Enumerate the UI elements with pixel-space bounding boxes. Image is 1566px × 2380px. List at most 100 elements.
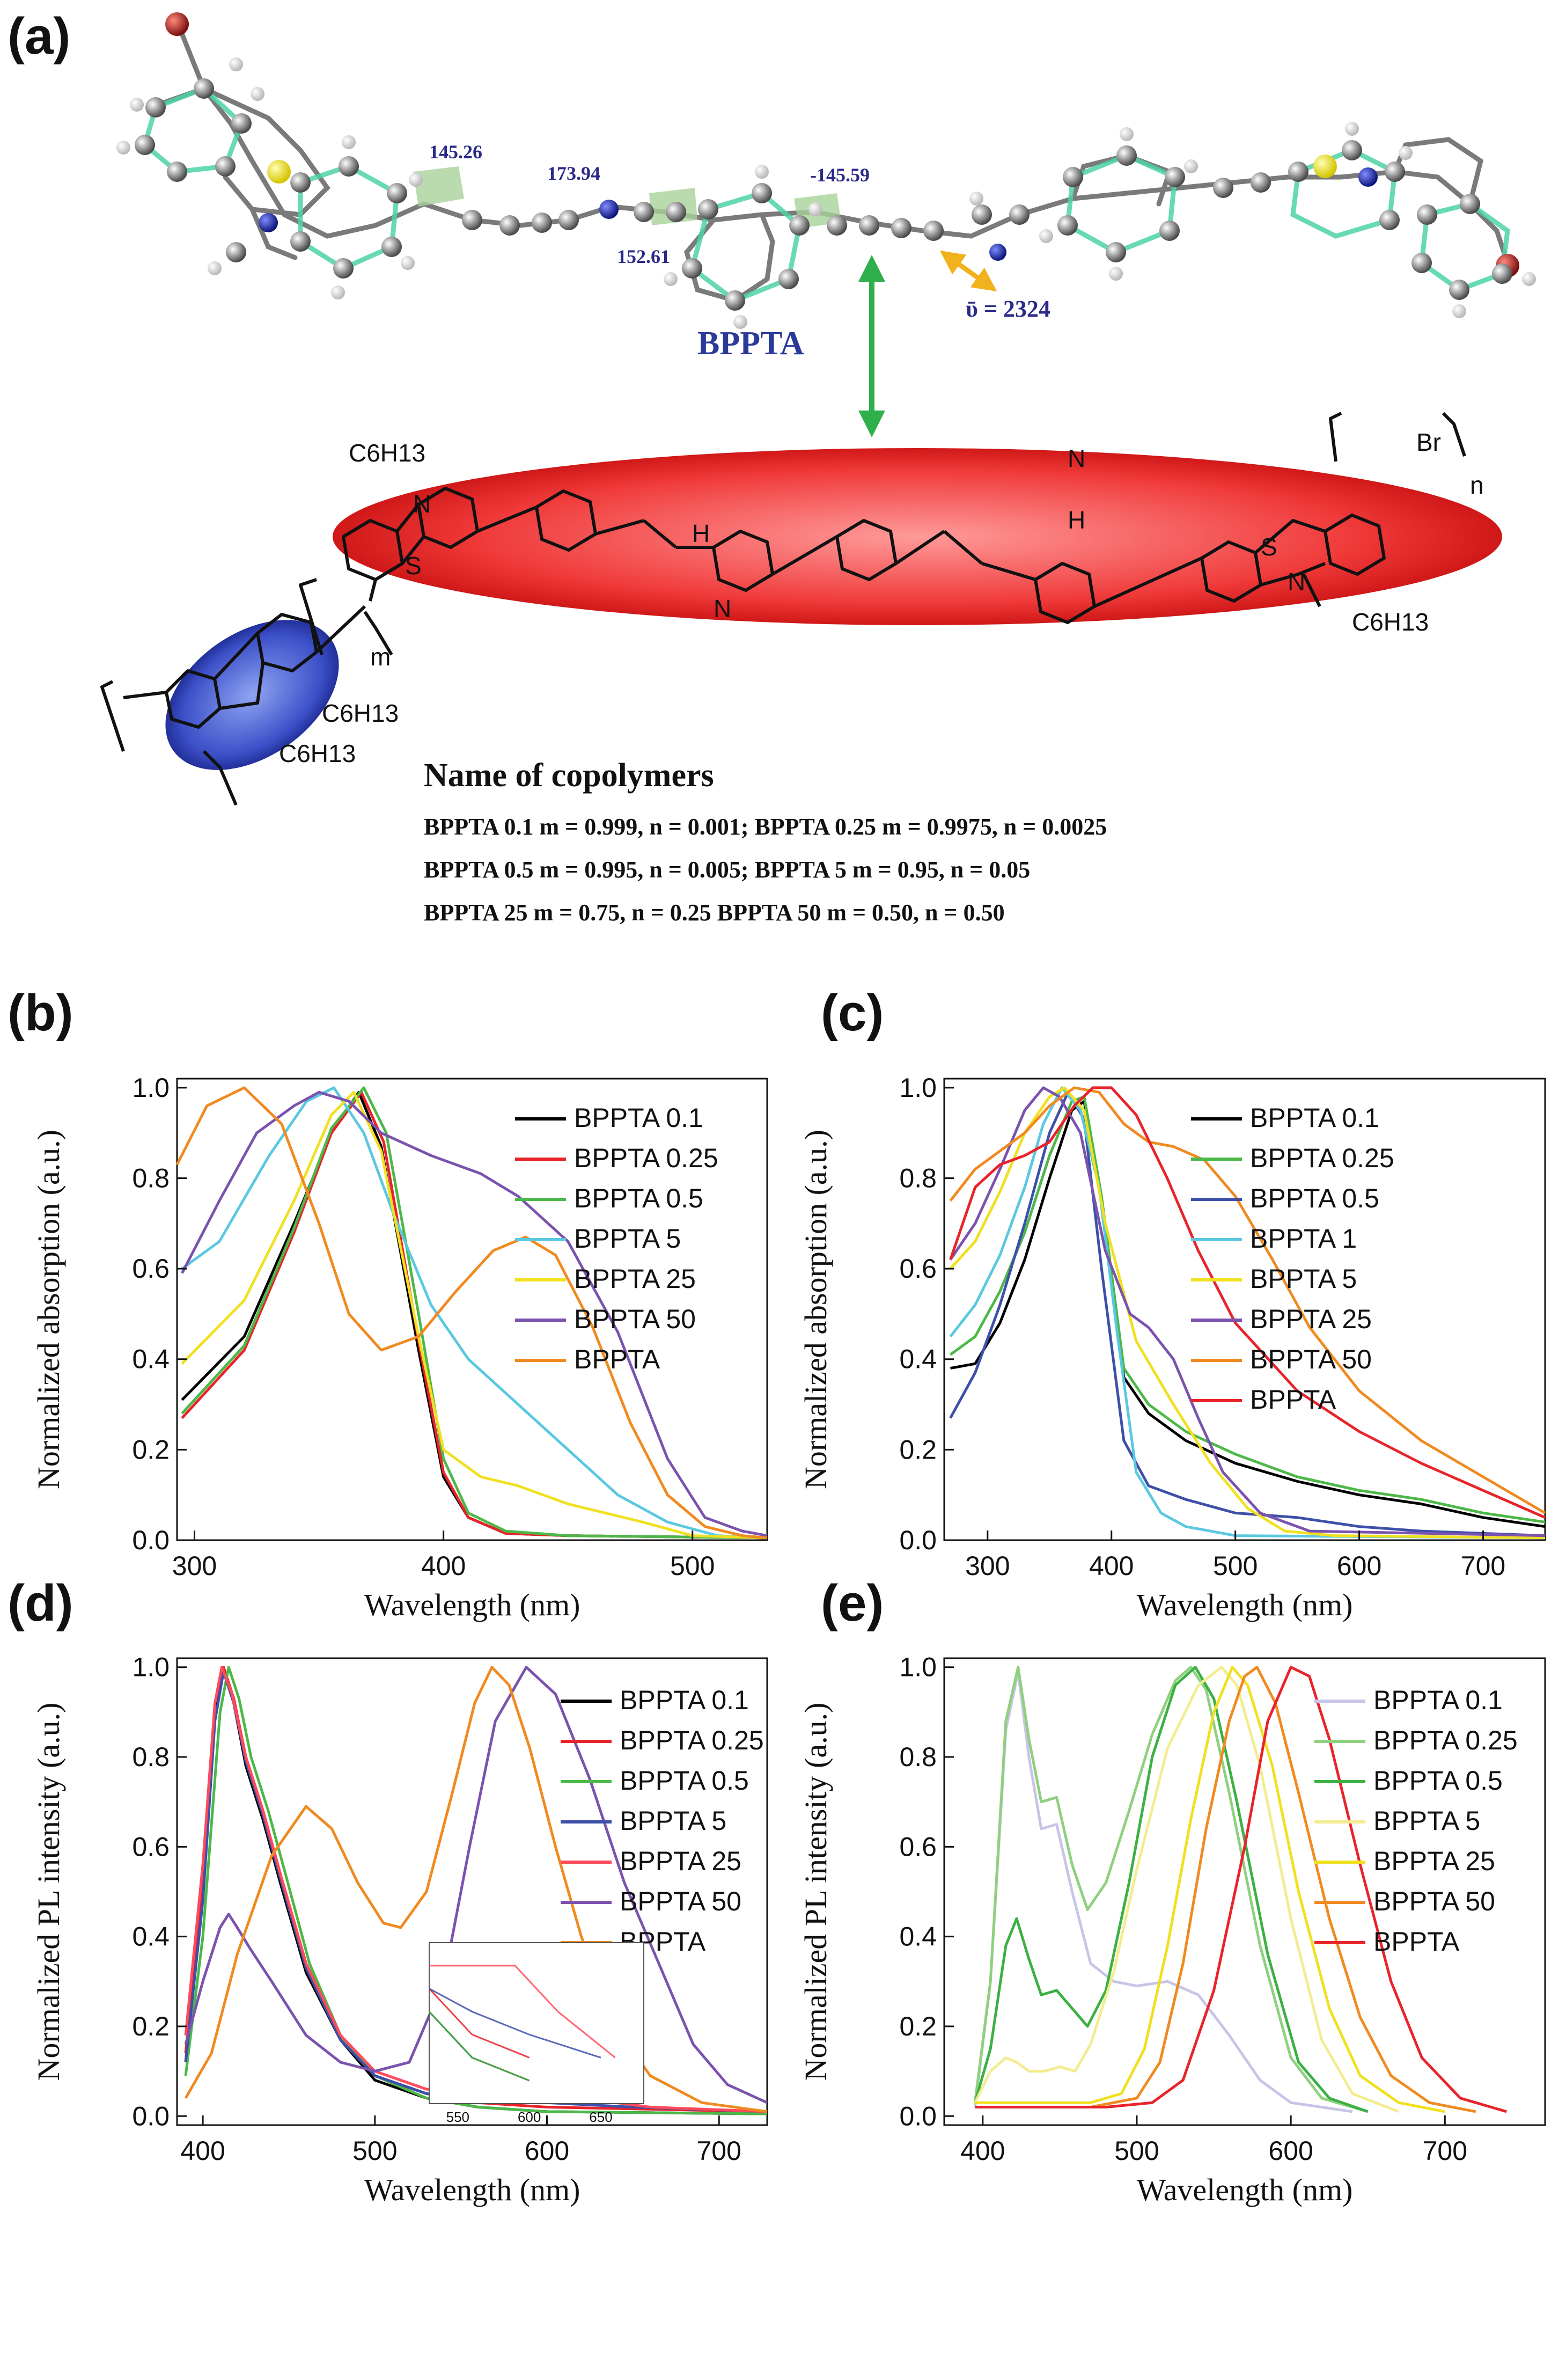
y-axis-label: Normalized absorption (a.u.) [31,1130,66,1489]
legend-label: BPPTA 5 [620,1806,726,1836]
legend-label: BPPTA 0.5 [1250,1183,1379,1213]
inset-series-line [428,2011,530,2082]
legend-label: BPPTA 25 [1250,1304,1372,1334]
legend-label: BPPTA 0.25 [1373,1725,1518,1755]
y-tick-label: 1.0 [132,1073,170,1103]
nitrogen-atom: N [413,490,431,518]
copolymer-title: Name of copolymers [424,757,714,794]
y-tick-label: 0.6 [899,1832,937,1862]
series-line-bppta-25 [181,1090,768,1540]
x-tick-label: 600 [1268,2136,1313,2166]
series-line-bppta-1 [949,1086,1546,1540]
legend-label: BPPTA 25 [574,1264,696,1294]
y-tick-label: 0.0 [132,2101,170,2131]
x-tick-label: 500 [352,2136,397,2166]
copolymer-line: BPPTA 0.5 m = 0.995, n = 0.005; BPPTA 5 … [424,856,1030,883]
hexyl-group: C6H13 [279,739,356,767]
y-tick-label: 0.2 [899,2011,937,2041]
chart-panels: 300 400 500 0.0 0.2 0.4 0.6 0.8 1.0 Wavelength (n… [31,1073,1546,2207]
series-line-bppta-25 [949,1086,1546,1537]
legend-label: BPPTA 0.1 [1250,1103,1379,1133]
y-axis-label: Normalized absorption (a.u.) [798,1130,833,1489]
legend-label: BPPTA 50 [1250,1344,1372,1374]
x-tick-label: 300 [172,1551,217,1581]
legend-label: BPPTA [1373,1927,1460,1957]
x-tick-label: 400 [960,2136,1005,2166]
y-tick-label: 0.0 [899,1525,937,1555]
legend-label: BPPTA 0.25 [620,1725,764,1755]
nitrile-n: N [1068,444,1085,472]
legend-label: BPPTA 0.1 [1373,1685,1503,1715]
y-tick-label: 0.8 [132,1742,170,1772]
panel-label-e: (e) [821,1575,884,1632]
hydrogen-atom: H [1068,506,1085,534]
nitrogen-atom: N [1288,568,1305,596]
series-line-bppta-0-25 [973,1666,1369,2113]
y-tick-label: 1.0 [899,1073,937,1103]
y-tick-label: 0.0 [132,1525,170,1555]
inset-frame [429,1942,644,2104]
series-line-bppta [949,1086,1546,1519]
x-axis-label: Wavelength (nm) [1137,2172,1353,2207]
y-tick-label: 0.6 [899,1254,937,1284]
x-tick-label: 300 [965,1551,1010,1581]
y-tick-label: 0.4 [899,1922,937,1952]
x-tick-label: 700 [1423,2136,1467,2166]
chart-c: 300 400 500 600 700 0.0 0.2 0.4 0.6 0.8 1.0 Wavelen… [798,1073,1546,1622]
y-tick-label: 0.8 [899,1742,937,1772]
y-tick-label: 0.4 [899,1344,937,1374]
y-tick-label: 0.0 [899,2101,937,2131]
series-line-bppta-0-5 [973,1666,1369,2113]
hydrogen-atom: H [692,519,710,547]
legend-label: BPPTA [574,1344,660,1374]
y-axis-label: Normalized PL intensity (a.u.) [31,1703,66,2081]
series-line-bppta-0-5 [181,1086,768,1540]
y-tick-label: 0.6 [132,1832,170,1862]
x-tick-label: 500 [670,1551,715,1581]
plot-frame [943,1078,1546,1541]
series-line-bppta-25 [975,1666,1445,2113]
series-line-bppta-5 [181,1086,768,1540]
x-tick-label: 500 [1114,2136,1159,2166]
x-tick-label: 700 [1461,1551,1505,1581]
y-tick-label: 0.4 [132,1344,170,1374]
legend-label: BPPTA 50 [620,1886,741,1916]
legend-label: BPPTA 0.5 [620,1766,749,1796]
legend-label: BPPTA 5 [1250,1264,1357,1294]
legend-label: BPPTA 50 [574,1304,696,1334]
x-tick-label: 600 [525,2136,569,2166]
inset-tick-label: 550 [446,2109,469,2125]
legend-label: BPPTA 0.1 [574,1103,703,1133]
torsion-label: 145.26 [429,141,482,163]
legend-label: BPPTA 5 [574,1224,681,1254]
torsion-label: 152.61 [617,246,670,267]
x-axis-label: Wavelength (nm) [1137,1587,1353,1622]
panel-label-c: (c) [821,984,884,1042]
y-axis-label: Normalized PL intensity (a.u.) [798,1703,833,2081]
series-line-bppta-0-25 [181,1090,768,1540]
subscript-n: n [1470,471,1484,499]
x-axis-label: Wavelength (nm) [364,1587,580,1622]
legend-label: BPPTA 0.25 [1250,1143,1394,1173]
vibration-arrow [939,250,997,292]
series-line-bppta-0-25 [950,1095,1546,1524]
molecule-label: BPPTA [697,325,804,362]
inset-tick-label: 600 [518,2109,541,2125]
torsion-label: -145.59 [810,164,870,186]
plot-frame [176,1657,768,2126]
copolymer-line: BPPTA 0.1 m = 0.999, n = 0.001; BPPTA 0.… [424,814,1107,840]
series-line-bppta [975,1666,1507,2113]
ball-stick-model [116,12,1536,329]
bromine-atom: Br [1416,428,1441,456]
sulfur-atom: S [1261,533,1277,561]
legend-label: BPPTA 25 [1373,1846,1495,1876]
y-tick-label: 0.8 [132,1163,170,1193]
legend-label: BPPTA 0.5 [574,1183,703,1213]
series-line-bppta [175,1086,768,1540]
y-tick-label: 0.2 [132,1434,170,1464]
hexyl-group: C6H13 [1352,608,1429,636]
y-tick-label: 0.6 [132,1254,170,1284]
copolymer-line: BPPTA 25 m = 0.75, n = 0.25 BPPTA 50 m =… [424,899,1005,926]
x-tick-label: 700 [696,2136,741,2166]
